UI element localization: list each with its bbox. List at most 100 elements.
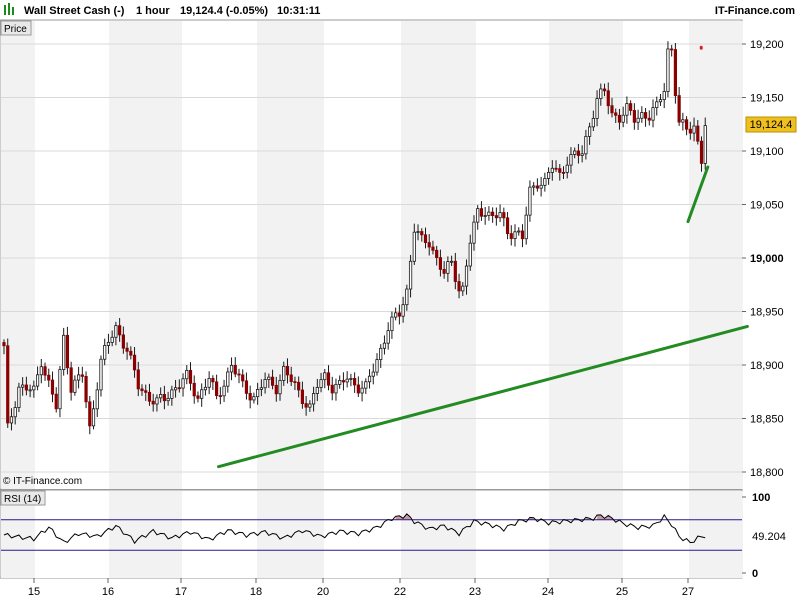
copyright-label: © IT-Finance.com [3,476,82,487]
candle [629,100,633,116]
candle [323,368,327,389]
candle [528,180,532,222]
price-y-label: 19,200 [750,39,784,51]
candle [367,369,372,389]
candle [244,372,249,400]
x-tick-label: 16 [102,586,114,598]
rsi-y-axis: 100 0 [742,492,770,580]
rsi-session-band [257,491,324,578]
candle [655,96,659,116]
rsi-panel: 100 0 RSI (14) 49.204 [0,489,786,580]
x-tick-label: 24 [542,586,554,598]
rsi-y-label: 100 [752,492,770,504]
quote-time: 10:31:11 [277,5,320,17]
candle [535,178,539,192]
candle [185,365,189,385]
timeframe-label[interactable]: 1 hour [136,5,170,17]
candle [6,338,10,428]
session-band [182,21,257,489]
rsi-y-label: 0 [752,568,758,580]
candle [412,223,416,265]
last-price-badge: 19,124.4 [745,116,797,133]
candle [248,385,252,409]
candle [229,357,234,381]
candle [103,338,107,366]
candle [666,41,670,98]
candle [371,363,375,385]
candle [99,355,103,397]
session-band [549,21,623,489]
rsi-panel-tag[interactable]: RSI (14) [0,490,46,506]
candle [349,373,353,387]
rsi-last-value: 49.204 [752,531,786,543]
chart-type-icon[interactable] [4,3,14,15]
candle [684,116,689,136]
last-price-value: 19,124.4 [750,119,793,131]
candle [77,366,81,389]
candle [491,207,495,223]
candle [640,106,644,123]
candle [155,394,159,412]
candle [21,377,25,396]
candle [431,240,435,255]
candle [188,362,193,391]
candle [50,371,55,403]
brand-label: IT-Finance.com [715,5,795,17]
price-y-label: 18,950 [750,307,784,319]
candle [520,224,525,248]
candle [54,387,58,413]
candle [614,108,618,123]
price-panel-tag[interactable]: Price [0,20,32,36]
support-trendline[interactable] [217,324,749,469]
candle [192,375,196,404]
candle [602,83,607,97]
candle [211,375,215,390]
rsi-session-band [623,491,689,578]
rsi-session-band [689,491,743,578]
support-trendline[interactable] [686,165,710,224]
candle [599,83,603,106]
candle [632,103,636,130]
candle [692,117,696,142]
session-band [689,21,743,489]
price-y-label: 18,900 [750,360,784,372]
candle [658,94,663,106]
candle [670,44,674,57]
rsi-session-bands [1,491,743,578]
candle [259,379,263,397]
candle [420,228,424,242]
x-tick-label: 18 [250,586,262,598]
candle [550,160,554,181]
candle [647,110,651,126]
price-y-label: 18,850 [750,414,784,426]
candle [252,392,256,404]
candle [498,204,502,223]
candle [196,391,200,403]
candle [479,201,484,221]
candle [699,136,704,172]
candle [546,167,551,185]
candle [573,147,577,159]
candle [278,374,282,401]
price-y-label: 19,150 [750,93,784,105]
candle [405,284,409,311]
last-price-badge-bg [745,116,797,133]
candle [226,367,230,393]
candle [565,156,569,179]
session-band [109,21,182,489]
candle [237,368,241,384]
candle [47,368,51,387]
candle [173,379,178,398]
candle [65,326,70,375]
candle [364,378,368,394]
rsi-session-band [182,491,257,578]
candle [9,408,14,431]
x-tick-label: 27 [682,586,694,598]
candle [703,117,707,170]
candle [539,176,543,197]
candle [39,358,43,384]
candle [88,396,92,435]
candle [207,371,211,395]
candle [502,207,506,227]
candle [32,380,36,398]
